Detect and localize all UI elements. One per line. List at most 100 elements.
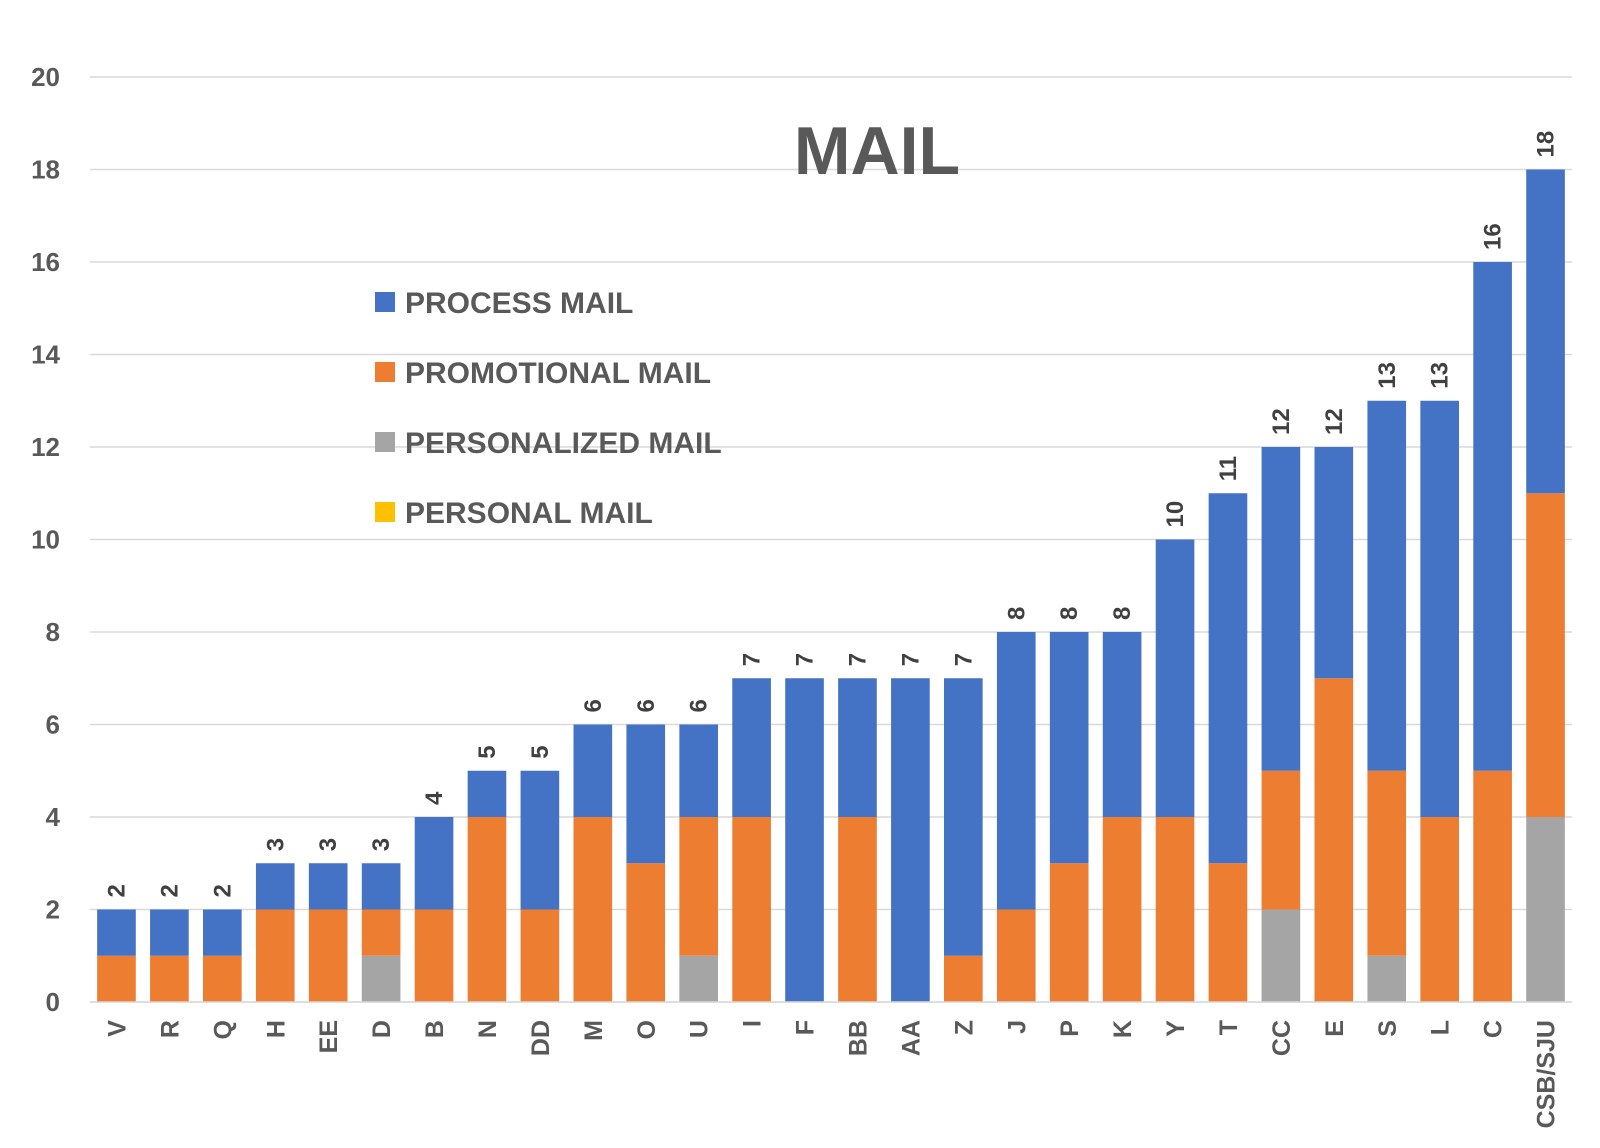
bar-segment [732,817,771,1002]
bar-segment [679,724,718,817]
category-label: V [103,1020,131,1037]
bars [97,169,1565,1002]
gridlines [90,76,1572,1003]
chart-title: MAIL [794,113,960,189]
total-label: 7 [739,653,766,666]
bar-segment [944,678,983,956]
bar-segment [203,909,242,956]
total-label: 7 [844,653,871,666]
bar-segment [308,909,348,1002]
bar-segment [1208,493,1248,864]
bar-segment [255,863,295,910]
category-label: I [739,1020,767,1027]
bar-segment [1526,169,1565,494]
bar-segment [255,909,295,1002]
legend-swatch [375,502,395,522]
bar-segment [996,909,1036,1002]
legend-label: PROCESS MAIL [405,287,633,320]
total-label: 3 [315,838,342,851]
legend-swatch [375,292,395,312]
total-label: 2 [156,884,183,897]
total-label: 4 [421,791,448,805]
bar-segment [1526,817,1565,1002]
category-label: EE [315,1020,343,1053]
bar-segment [838,817,877,1002]
category-label: S [1374,1020,1402,1037]
category-label: AA [897,1020,925,1056]
bar-segment [150,909,189,956]
total-label: 7 [950,653,977,666]
bar-segment [573,724,613,817]
bar-segment [1261,770,1301,910]
bar-segment [1049,632,1089,864]
total-label: 2 [103,884,130,897]
legend-label: PERSONAL MAIL [405,497,653,530]
bar-segment [308,863,348,910]
y-tick-label: 8 [46,617,60,647]
category-label: D [368,1020,396,1038]
y-tick-label: 4 [46,802,61,832]
bar-segment [1261,909,1301,1002]
y-tick-label: 6 [46,710,60,740]
bar-segment [1102,632,1142,817]
bar-segment [414,909,454,1002]
bar-segment [520,770,560,910]
total-label: 5 [474,745,501,758]
category-label: C [1480,1020,1508,1038]
total-label: 6 [686,699,713,712]
bar-segment [1049,863,1089,1002]
total-label: 3 [368,838,395,851]
legend-label: PROMOTIONAL MAIL [405,357,711,390]
legend-swatch [375,432,395,452]
category-label: P [1056,1020,1084,1037]
y-tick-label: 2 [46,895,60,925]
y-tick-label: 16 [31,247,60,277]
bar-segment [1473,770,1512,1002]
bar-segment [467,770,507,817]
bar-segment [679,955,718,1002]
bar-segment [1420,400,1459,817]
bar-segment [1155,817,1195,1002]
bar-segment [573,817,613,1002]
total-label: 7 [792,653,819,666]
bar-segment [1367,770,1407,956]
data-labels: 2 2 2 3 3 3 4 5 5 6 6 6 7 7 7 7 7 8 8 8 10 11 12 12 13 13 16 18 [103,131,1559,898]
y-tick-label: 14 [31,340,60,370]
total-label: 12 [1321,408,1348,435]
bar-segment [1314,447,1354,679]
bar-segment [414,817,454,910]
y-tick-label: 0 [46,987,60,1017]
bar-segment [996,632,1036,910]
category-label: Y [1162,1020,1190,1037]
y-tick-label: 12 [31,432,60,462]
y-tick-label: 20 [31,62,60,92]
bar-segment [1208,863,1248,1002]
total-label: 3 [262,838,289,851]
total-label: 11 [1215,456,1242,481]
bar-segment [626,863,666,1002]
y-tick-label: 10 [31,525,60,555]
total-label: 8 [1003,607,1030,620]
bar-segment [679,817,718,956]
category-label: BB [844,1020,872,1056]
bar-segment [1155,539,1195,817]
bar-segment [732,678,771,817]
total-label: 10 [1162,501,1189,528]
bar-segment [1367,400,1407,771]
bar-segment [1102,817,1142,1002]
bar-segment [97,955,136,1002]
bar-segment [785,678,824,1002]
category-label: CC [1268,1020,1296,1056]
legend-swatch [375,362,395,382]
bar-segment [361,909,401,956]
bar-segment [467,817,507,1002]
bar-segment [1367,955,1407,1002]
category-label: L [1427,1020,1455,1035]
category-label: Q [209,1020,237,1039]
total-label: 12 [1268,408,1295,435]
category-label: B [421,1020,449,1038]
bar-segment [626,724,666,864]
total-label: 6 [580,699,607,712]
